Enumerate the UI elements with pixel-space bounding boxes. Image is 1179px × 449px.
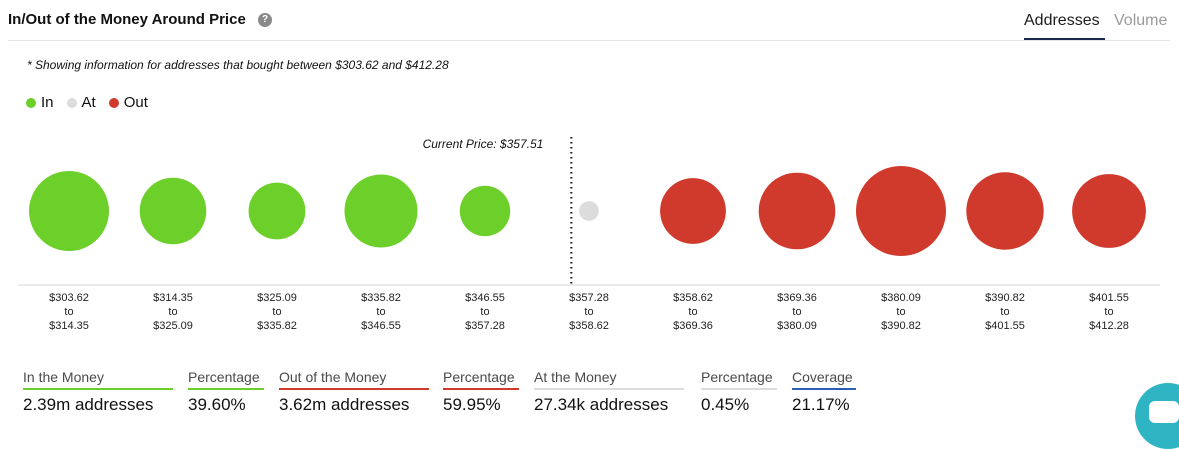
tick-label-6-1: to xyxy=(688,306,697,318)
chat-bubble-icon xyxy=(1149,401,1179,423)
stat-in-the-money-value: 2.39m addresses xyxy=(23,395,154,414)
tick-label-1-0: $314.35 xyxy=(153,292,193,304)
legend: In At Out xyxy=(26,94,161,111)
tick-label-9-0: $390.82 xyxy=(985,292,1025,304)
tick-label-9-1: to xyxy=(1000,306,1009,318)
tick-label-0-0: $303.62 xyxy=(49,292,89,304)
tick-label-10-0: $401.55 xyxy=(1089,292,1129,304)
legend-out-dot-icon xyxy=(108,97,119,108)
tick-label-3-0: $335.82 xyxy=(361,292,401,304)
tick-label-0-2: $314.35 xyxy=(49,320,89,332)
tick-label-5-1: to xyxy=(584,306,593,318)
legend-at-dot-icon xyxy=(66,97,77,108)
bubble-3[interactable] xyxy=(344,174,418,248)
bubble-1[interactable] xyxy=(139,177,207,245)
money-bubble-chart: $303.62 to $314.35 $314.35 to $325.09 $325.09 t… xyxy=(18,137,1160,332)
legend-out-label: Out xyxy=(123,94,148,111)
stat-at-percentage-label: Percentage xyxy=(701,369,777,390)
header-divider xyxy=(8,40,1170,41)
tick-label-8-2: $390.82 xyxy=(881,320,921,332)
tick-label-7-1: to xyxy=(792,306,801,318)
stat-at-percentage: Percentage 0.45% xyxy=(701,369,777,415)
bubble-0[interactable] xyxy=(29,171,109,251)
stat-in-the-money-label: In the Money xyxy=(23,369,173,390)
tick-label-6-2: $369.36 xyxy=(673,320,713,332)
stat-out-percentage-value: 59.95% xyxy=(443,395,501,414)
tick-label-7-0: $369.36 xyxy=(777,292,817,304)
legend-item-at[interactable]: At xyxy=(66,94,96,111)
stat-out-of-the-money-label: Out of the Money xyxy=(279,369,429,390)
stat-coverage: Coverage 21.17% xyxy=(792,369,856,415)
legend-in-label: In xyxy=(41,94,54,111)
stat-coverage-label: Coverage xyxy=(792,369,856,390)
bubble-6[interactable] xyxy=(660,178,726,244)
bubble-5[interactable] xyxy=(579,201,599,221)
bubble-4[interactable] xyxy=(459,185,511,237)
stat-in-percentage-label: Percentage xyxy=(188,369,264,390)
legend-at-label: At xyxy=(81,94,96,111)
bubble-10[interactable] xyxy=(1072,174,1146,248)
tab-addresses[interactable]: Addresses xyxy=(1024,12,1100,29)
legend-item-in[interactable]: In xyxy=(26,94,54,111)
stat-at-percentage-value: 0.45% xyxy=(701,395,750,414)
stat-in-percentage: Percentage 39.60% xyxy=(188,369,264,415)
tick-label-0-1: to xyxy=(64,306,73,318)
current-price-label: Current Price: $357.51 xyxy=(423,137,544,151)
tick-label-5-2: $358.62 xyxy=(569,320,609,332)
page-title: In/Out of the Money Around Price xyxy=(8,11,246,28)
stat-in-percentage-value: 39.60% xyxy=(188,395,246,414)
tick-label-2-1: to xyxy=(272,306,281,318)
stat-out-percentage: Percentage 59.95% xyxy=(443,369,519,415)
legend-in-dot-icon xyxy=(26,97,36,108)
bubble-9[interactable] xyxy=(966,172,1044,250)
tick-label-8-0: $380.09 xyxy=(881,292,921,304)
legend-item-out[interactable]: Out xyxy=(108,94,148,111)
tick-label-4-1: to xyxy=(480,306,489,318)
active-tab-indicator xyxy=(1024,38,1105,40)
stat-out-of-the-money: Out of the Money 3.62m addresses xyxy=(279,369,429,415)
stat-at-the-money-value: 27.34k addresses xyxy=(534,395,669,414)
tick-label-1-2: $325.09 xyxy=(153,320,193,332)
tick-label-1-1: to xyxy=(168,306,177,318)
stat-coverage-value: 21.17% xyxy=(792,395,850,414)
tick-label-6-0: $358.62 xyxy=(673,292,713,304)
help-icon[interactable]: ? xyxy=(258,13,272,27)
tick-label-5-0: $357.28 xyxy=(569,292,609,304)
tick-label-3-2: $346.55 xyxy=(361,320,401,332)
stat-at-the-money: At the Money 27.34k addresses xyxy=(534,369,684,415)
tick-label-8-1: to xyxy=(896,306,905,318)
bubble-7[interactable] xyxy=(758,172,836,250)
bubble-8[interactable] xyxy=(856,166,946,256)
stat-out-of-the-money-value: 3.62m addresses xyxy=(279,395,410,414)
tick-label-2-0: $325.09 xyxy=(257,292,297,304)
tick-label-10-1: to xyxy=(1104,306,1113,318)
tick-label-9-2: $401.55 xyxy=(985,320,1025,332)
bubble-2[interactable] xyxy=(248,182,306,240)
tick-label-3-1: to xyxy=(376,306,385,318)
stat-in-the-money: In the Money 2.39m addresses xyxy=(23,369,173,415)
tick-label-7-2: $380.09 xyxy=(777,320,817,332)
stat-out-percentage-label: Percentage xyxy=(443,369,519,390)
tick-label-4-2: $357.28 xyxy=(465,320,505,332)
tick-label-2-2: $335.82 xyxy=(257,320,297,332)
range-note: * Showing information for addresses that… xyxy=(27,58,449,72)
tick-label-10-2: $412.28 xyxy=(1089,320,1129,332)
stat-at-the-money-label: At the Money xyxy=(534,369,684,390)
tick-label-4-0: $346.55 xyxy=(465,292,505,304)
tab-volume[interactable]: Volume xyxy=(1114,12,1168,29)
